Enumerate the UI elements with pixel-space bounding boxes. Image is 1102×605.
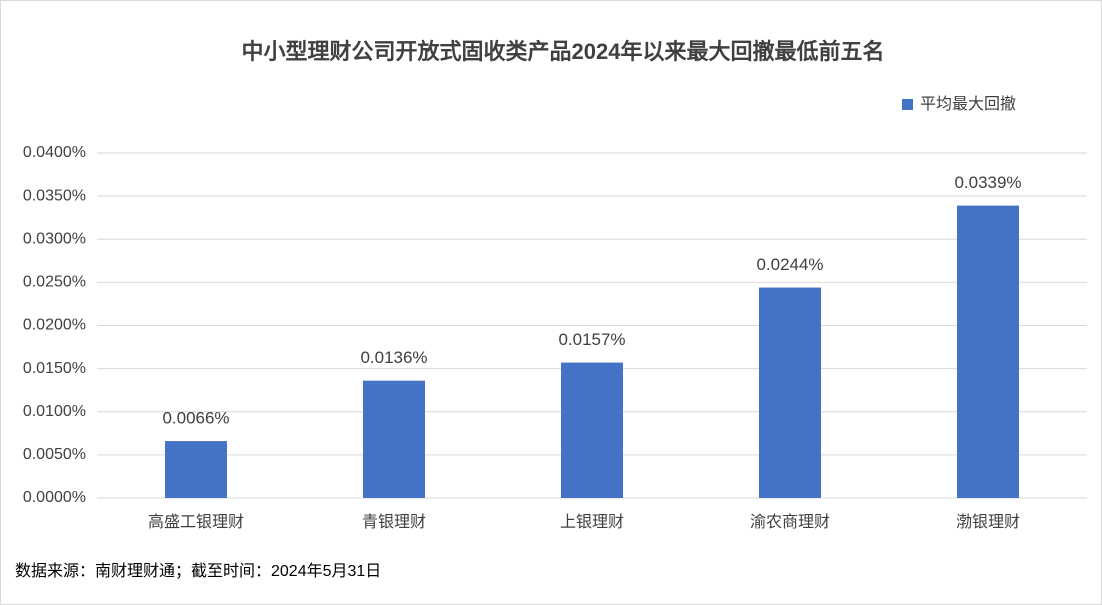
y-tick-label: 0.0350% [23, 187, 86, 204]
data-label: 0.0066% [162, 409, 229, 428]
source-note: 数据来源：南财理财通；截至时间：2024年5月31日 [15, 562, 381, 580]
x-tick-label: 渝农商理财 [750, 513, 830, 531]
y-tick-label: 0.0300% [23, 230, 86, 247]
y-tick-label: 0.0000% [23, 489, 86, 506]
y-tick-label: 0.0200% [23, 317, 86, 334]
bar [561, 362, 623, 498]
data-label: 0.0339% [954, 173, 1021, 192]
bar [363, 380, 425, 498]
y-tick-label: 0.0150% [23, 360, 86, 377]
x-tick-label: 渤银理财 [956, 513, 1020, 531]
bar [759, 287, 821, 498]
bar [957, 205, 1019, 499]
data-label: 0.0157% [558, 330, 625, 349]
y-tick-label: 0.0400% [23, 144, 86, 161]
data-label: 0.0244% [756, 255, 823, 274]
bar [165, 441, 227, 498]
x-tick-label: 上银理财 [560, 513, 624, 531]
x-tick-label: 青银理财 [362, 513, 426, 531]
y-tick-label: 0.0250% [23, 274, 86, 291]
chart-title: 中小型理财公司开放式固收类产品2024年以来最大回撤最低前五名 [242, 39, 885, 64]
x-tick-label: 高盛工银理财 [148, 513, 244, 531]
legend-label: 平均最大回撤 [920, 95, 1016, 113]
y-tick-label: 0.0100% [23, 403, 86, 420]
y-tick-label: 0.0050% [23, 446, 86, 463]
data-label: 0.0136% [360, 348, 427, 367]
legend-swatch [902, 99, 913, 110]
